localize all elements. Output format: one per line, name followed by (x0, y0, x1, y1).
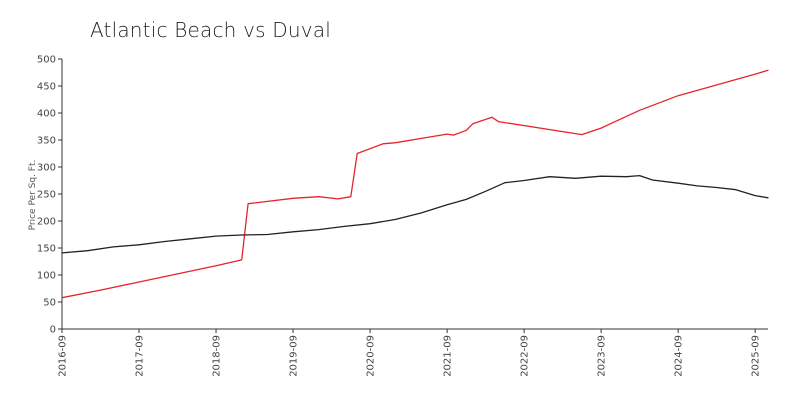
x-tick-label: 2016-09 (58, 335, 69, 377)
y-tick-label: 200 (37, 217, 56, 228)
y-axis-label: Price Per Sq. Ft. (28, 160, 38, 231)
y-tick-label: 500 (37, 55, 56, 66)
y-tick-label: 100 (37, 271, 56, 282)
y-tick-label: 0 (50, 325, 56, 336)
chart-title: Atlantic Beach vs Duval (90, 18, 332, 42)
y-tick-label: 50 (43, 298, 56, 309)
y-tick-label: 300 (37, 163, 56, 174)
x-tick-label: 2018-09 (212, 335, 223, 377)
x-tick-label: 2023-09 (597, 335, 608, 377)
axes: 0 50 100 150 200 250 300 350 400 450 500 2016-09 201… (37, 55, 768, 377)
series-line-2 (61, 174, 769, 254)
x-tick-label: 2022-09 (520, 335, 531, 377)
series-layer (61, 69, 769, 299)
y-tick-label: 350 (37, 136, 56, 147)
x-tick-label: 2020-09 (366, 335, 377, 377)
y-tick-label: 400 (37, 109, 56, 120)
y-tick-label: 450 (37, 82, 56, 93)
x-tick-label: 2019-09 (289, 335, 300, 377)
x-tick-label: 2025-09 (751, 335, 762, 377)
series-line-1 (61, 69, 769, 299)
y-tick-label: 150 (37, 244, 56, 255)
y-tick-label: 250 (37, 190, 56, 201)
x-tick-label: 2021-09 (443, 335, 454, 377)
x-tick-label: 2024-09 (674, 335, 685, 377)
x-tick-label: 2017-09 (135, 335, 146, 377)
